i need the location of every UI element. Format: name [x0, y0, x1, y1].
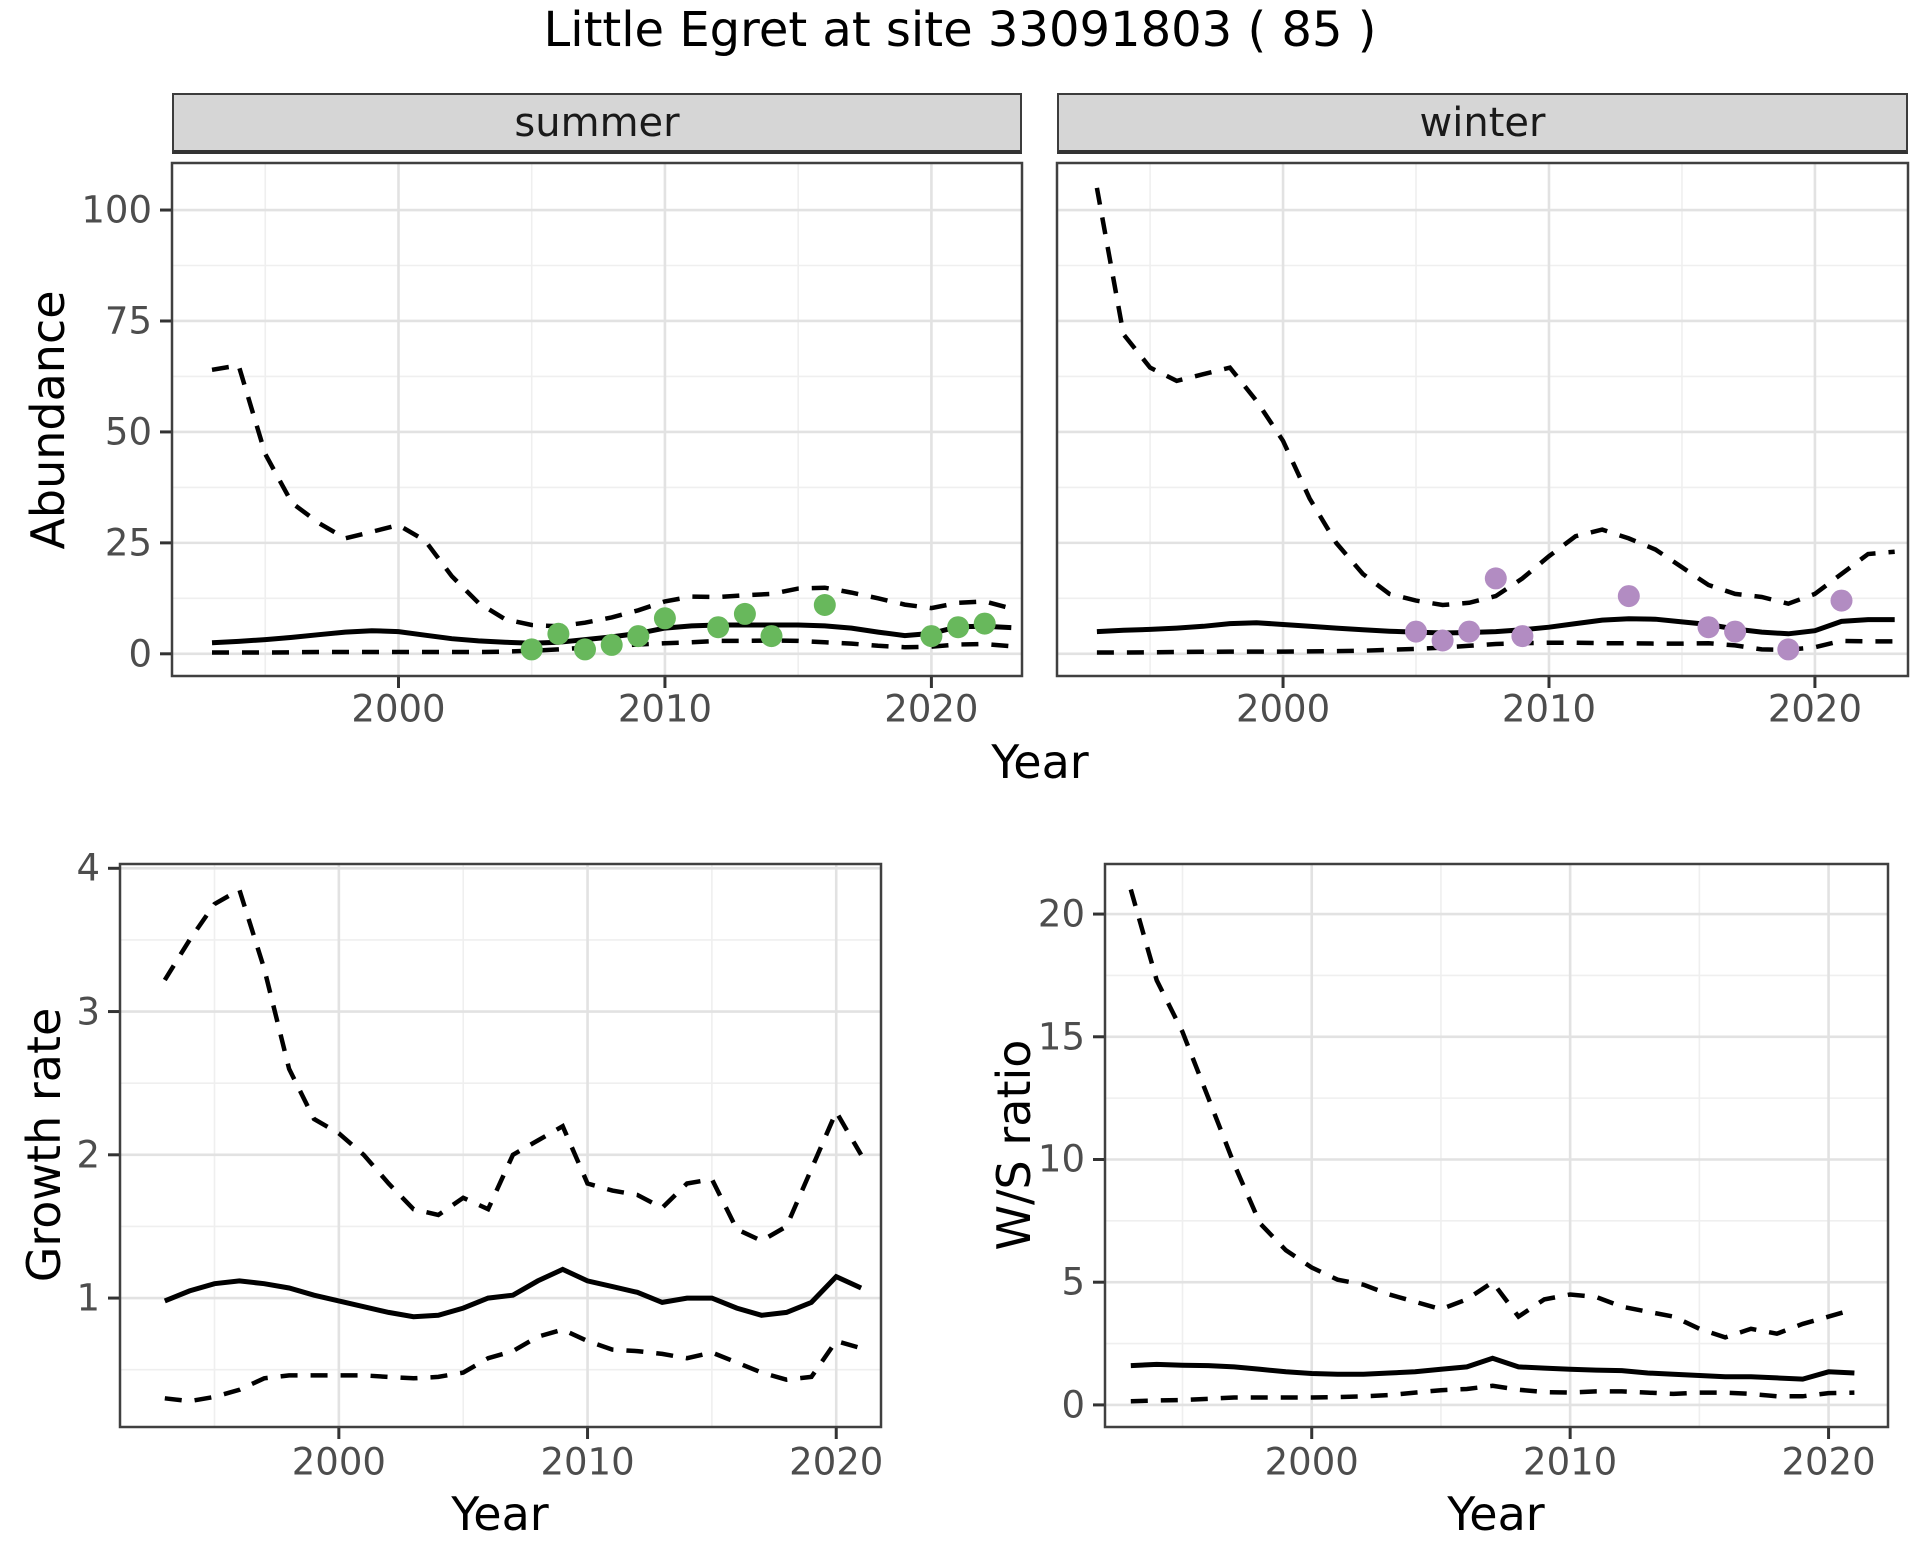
- panel-0: [160, 161, 1024, 688]
- x-tick-label: 2010: [1523, 1440, 1618, 1484]
- series-upper-ci-line: [1128, 888, 1856, 1340]
- x-tick-label: 2010: [540, 1440, 635, 1484]
- x-axis-title-year-ws: Year: [1447, 1487, 1545, 1541]
- facet-strip-summer: summer: [172, 93, 1022, 154]
- observation-point: [707, 616, 730, 639]
- y-tick-label: 4: [76, 846, 100, 890]
- series-lower-ci-line: [1096, 638, 1895, 655]
- y-tick-label: 100: [81, 188, 152, 232]
- panel-3: [1093, 862, 1890, 1439]
- observation-point: [1617, 585, 1640, 608]
- y-tick-label: 25: [104, 521, 152, 565]
- observation-point: [627, 625, 650, 648]
- observation-point: [547, 622, 570, 645]
- x-tick-label: 2020: [884, 687, 979, 731]
- plot-title: Little Egret at site 33091803 ( 85 ): [543, 2, 1377, 58]
- y-tick-label: 75: [104, 299, 152, 343]
- observation-point: [600, 633, 623, 656]
- observation-point: [920, 625, 943, 648]
- observation-point: [520, 638, 543, 661]
- facet-strip-summer-label: summer: [514, 99, 680, 146]
- x-tick-label: 2020: [1767, 687, 1863, 731]
- observation-point: [1830, 589, 1853, 612]
- y-tick-label: 20: [1037, 892, 1085, 936]
- x-tick-label: 2000: [1235, 687, 1331, 731]
- y-tick-label: 2: [76, 1133, 100, 1177]
- y-tick-label: 15: [1037, 1015, 1085, 1059]
- x-tick-label: 2000: [351, 687, 446, 731]
- x-tick-label: 2000: [291, 1440, 386, 1484]
- y-axis-title-growth-rate: Growth rate: [17, 1007, 71, 1283]
- observation-point: [973, 612, 996, 635]
- y-tick-label: 50: [104, 410, 152, 454]
- y-tick-label: 1: [76, 1276, 100, 1320]
- observation-point: [1458, 620, 1481, 643]
- observation-point: [653, 607, 676, 630]
- panel-border: [1055, 161, 1910, 678]
- facet-strip-winter-label: winter: [1419, 99, 1546, 146]
- series-median-line: [163, 1266, 863, 1320]
- panel-border: [118, 862, 883, 1429]
- observation-point: [760, 625, 783, 648]
- observation-point: [733, 602, 756, 625]
- y-tick-label: 10: [1037, 1137, 1085, 1181]
- x-axis-title-year-growth: Year: [451, 1487, 549, 1541]
- panel-1: [1055, 161, 1910, 688]
- y-tick-label: 0: [1061, 1383, 1085, 1427]
- x-tick-label: 2020: [1781, 1440, 1876, 1484]
- observation-point: [1431, 629, 1454, 652]
- y-tick-label: 5: [1061, 1260, 1085, 1304]
- x-tick-label: 2020: [789, 1440, 884, 1484]
- observation-point: [1724, 620, 1747, 643]
- series-upper-ci-line: [162, 886, 864, 1244]
- series-median-line: [1096, 616, 1895, 637]
- panel-border: [1103, 862, 1890, 1429]
- observation-point: [1405, 620, 1427, 643]
- observation-point: [1511, 625, 1534, 648]
- observation-point: [1484, 567, 1507, 590]
- series-lower-ci-line: [164, 1327, 862, 1404]
- y-axis-title-ws-ratio: W/S ratio: [987, 1039, 1041, 1251]
- observation-point: [947, 616, 970, 639]
- observation-point: [1697, 616, 1720, 639]
- panel-2: [108, 862, 883, 1439]
- observation-point: [1777, 638, 1800, 661]
- series-upper-ci-line: [1094, 187, 1895, 608]
- series-median-line: [1130, 1355, 1855, 1382]
- observation-point: [574, 638, 596, 661]
- x-tick-label: 2010: [1501, 687, 1597, 731]
- y-axis-title-abundance: Abundance: [21, 290, 75, 550]
- observation-point: [813, 594, 836, 616]
- panel-border: [170, 161, 1024, 678]
- facet-strip-winter: winter: [1057, 93, 1908, 154]
- series-lower-ci-line: [1130, 1383, 1855, 1404]
- x-axis-title-year-top: Year: [991, 735, 1089, 789]
- y-tick-label: 3: [76, 990, 100, 1034]
- y-tick-label: 0: [128, 632, 152, 676]
- series-upper-ci-line: [211, 362, 1012, 629]
- x-tick-label: 2000: [1264, 1440, 1359, 1484]
- x-tick-label: 2010: [617, 687, 713, 731]
